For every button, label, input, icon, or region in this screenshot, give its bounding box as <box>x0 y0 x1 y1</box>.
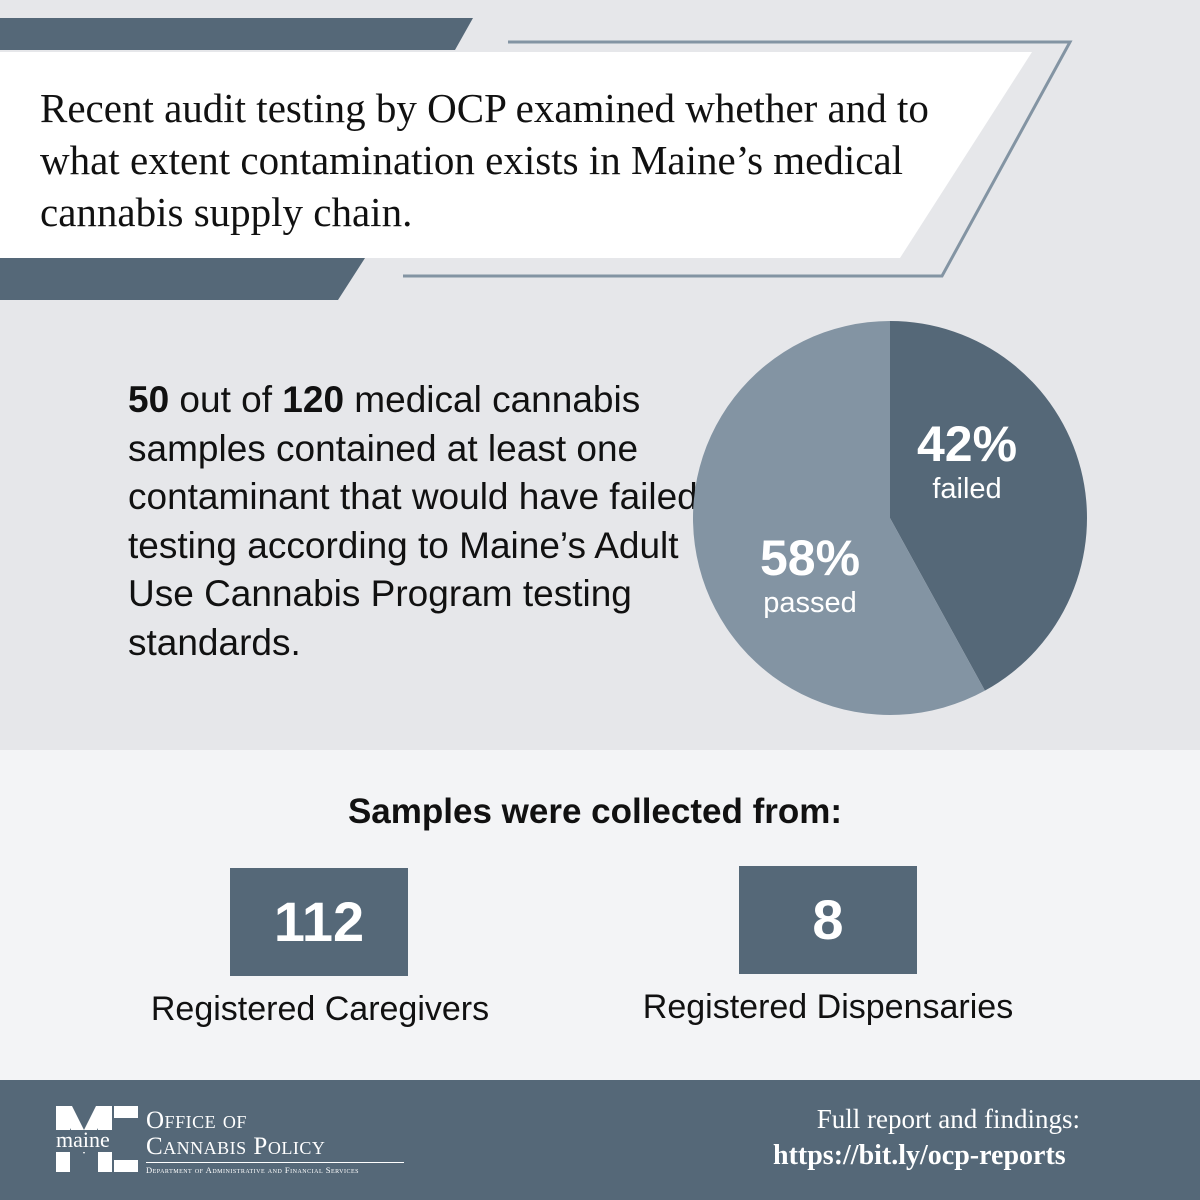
collection-title: Samples were collected from: <box>347 792 843 831</box>
caregivers-count: 112 <box>230 868 408 976</box>
org-name-line2: Cannabis Policy <box>146 1133 326 1160</box>
headline-banner <box>0 18 1073 300</box>
pie-label-failed: 42% failed <box>892 416 1042 506</box>
report-label: Full report and findings: <box>816 1104 1080 1134</box>
banner-dark-stripe-bottom <box>0 258 365 300</box>
org-name-line1: Office of <box>146 1107 247 1134</box>
report-link[interactable]: https://bit.ly/ocp-reports <box>773 1140 1066 1171</box>
collection-section <box>0 750 1200 1080</box>
fact-text: 50 out of 120 medical cannabis samples c… <box>128 376 698 667</box>
banner-white-box <box>0 52 1032 258</box>
pie-label-failed-pct: 42% <box>916 416 1018 472</box>
pie-chart <box>693 321 1087 715</box>
caregivers-label: Registered Caregivers <box>150 990 490 1028</box>
dispensaries-count: 8 <box>739 866 917 974</box>
maine-logo-icon: maine <box>52 1106 138 1172</box>
fact-total-count: 120 <box>282 379 345 420</box>
footer <box>0 1080 1200 1200</box>
fact-text-a: out of <box>169 379 283 420</box>
pie-label-failed-text: failed <box>932 473 1002 505</box>
pie-slice-failed <box>890 321 1087 691</box>
pie-slice-passed <box>693 321 985 715</box>
dispensaries-label: Registered Dispensaries <box>642 988 1014 1026</box>
org-department: Department of Administrative and Financi… <box>146 1162 404 1175</box>
logo-word: maine <box>56 1127 110 1152</box>
fact-failed-count: 50 <box>128 379 170 420</box>
pie-label-passed: 58% passed <box>735 530 885 620</box>
pie-label-passed-text: passed <box>763 587 857 619</box>
headline-text: Recent audit testing by OCP examined whe… <box>40 85 929 235</box>
banner-dark-stripe-top <box>0 18 473 50</box>
banner-outline <box>403 40 1073 278</box>
fact-text-b: medical cannabis samples contained at le… <box>128 379 698 663</box>
org-name: Office of Cannabis Policy <box>146 1108 325 1160</box>
pie-label-passed-pct: 58% <box>759 530 861 586</box>
